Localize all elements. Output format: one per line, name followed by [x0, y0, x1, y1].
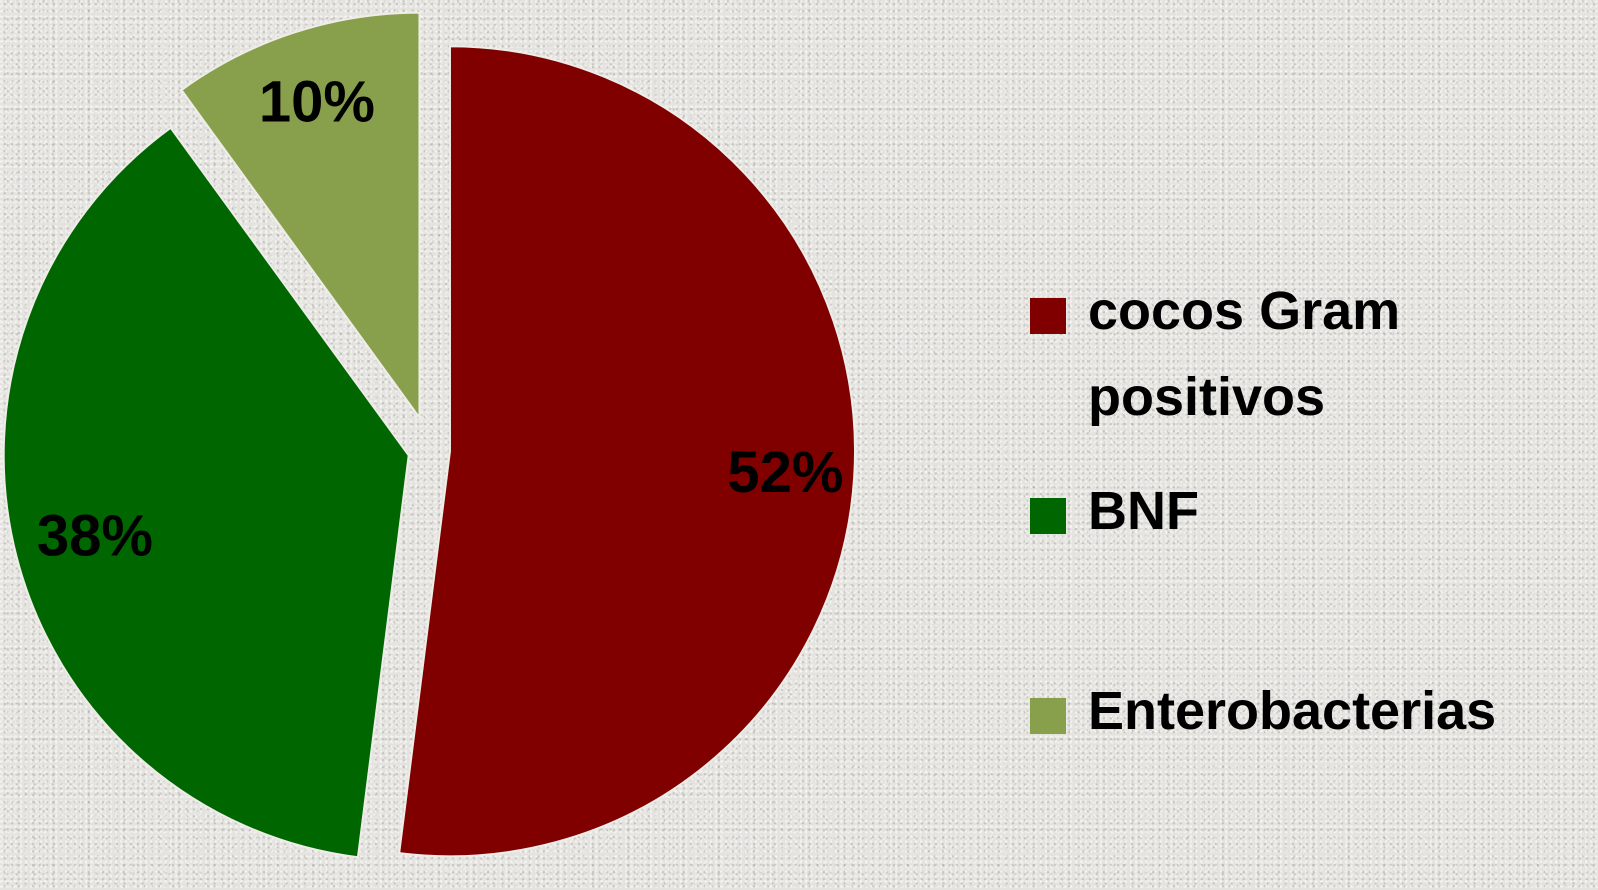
pie-label-bnf: 38%: [37, 504, 153, 569]
pie-slices: [2, 11, 857, 859]
legend-label-bnf: BNF: [1088, 481, 1199, 541]
legend-item-cocos-gram-positivos: cocos Gram positivos: [1030, 281, 1468, 440]
legend-label-enterobacterias: Enterobacterias: [1088, 681, 1497, 741]
pie-slice-cocos-gram-positivos: [398, 45, 857, 858]
legend-item-enterobacterias: Enterobacterias: [1030, 681, 1496, 754]
pie-slice-bnf: [2, 126, 410, 859]
legend-label-cocos-gram-positivos: cocos Gram positivos: [1088, 281, 1401, 427]
pie-slice-labels: 52% 38% 10%: [37, 69, 844, 568]
legend-swatch-cocos-gram-positivos: [1030, 298, 1066, 334]
legend-swatch-bnf: [1030, 498, 1066, 534]
pie-label-enterobacterias: 10%: [259, 69, 375, 134]
legend-item-bnf: BNF: [1030, 481, 1199, 554]
pie-label-cocos-gram-positivos: 52%: [727, 440, 843, 505]
legend-swatch-enterobacterias: [1030, 698, 1066, 734]
pie-chart: 52% 38% 10%: [2, 11, 857, 859]
pie-slice-enterobacterias: [180, 11, 421, 421]
legend: cocos Gram positivos BNF Enterobacterias: [1030, 281, 1580, 760]
